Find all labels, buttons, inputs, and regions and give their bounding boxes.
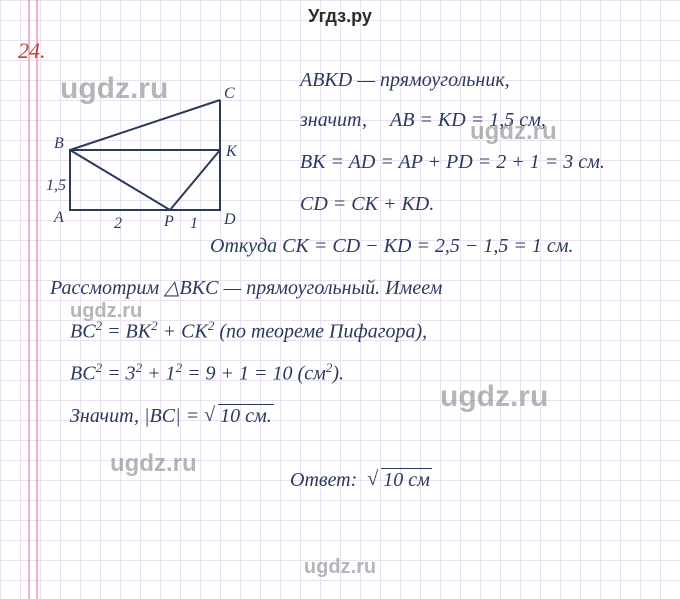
pt-D: D [223,211,236,228]
watermark-footer: ugdz.ru [0,556,680,579]
answer: Ответ: √ 10 см [290,468,432,492]
problem-number: 24. [18,38,46,64]
page-title: Угдз.ру [0,6,680,27]
watermark-2: ugdz.ru [470,118,557,146]
line-9: Значит, |BC| = √ 10 см. [70,404,274,428]
line-5: Откуда CK = CD − KD = 2,5 − 1,5 = 1 см. [210,234,574,258]
line-1: ABKD — прямоугольник, [300,68,510,92]
pt-K: K [225,143,238,160]
pt-A: A [53,209,64,226]
len-PD: 1 [190,215,198,232]
line-8: BC2 = 32 + 12 = 9 + 1 = 10 (см2). [70,360,344,386]
page-content: Угдз.ру 24. A B K D P C 1,5 2 1 ABKD [0,0,680,599]
pt-C: C [224,85,235,102]
watermark-5: ugdz.ru [110,450,197,478]
len-AB: 1,5 [46,177,66,194]
line-2a: значит, [300,108,367,132]
watermark-3: ugdz.ru [70,300,142,323]
pt-P: P [163,213,174,230]
pt-B: B [54,135,64,152]
line-4: CD = CK + KD. [300,192,434,216]
watermark-4: ugdz.ru [440,380,548,414]
len-AP: 2 [114,215,122,232]
watermark-1: ugdz.ru [60,72,168,106]
line-3: BK = AD = AP + PD = 2 + 1 = 3 см. [300,150,605,174]
line-6: Рассмотрим △BKC — прямоугольный. Имеем [50,276,442,300]
